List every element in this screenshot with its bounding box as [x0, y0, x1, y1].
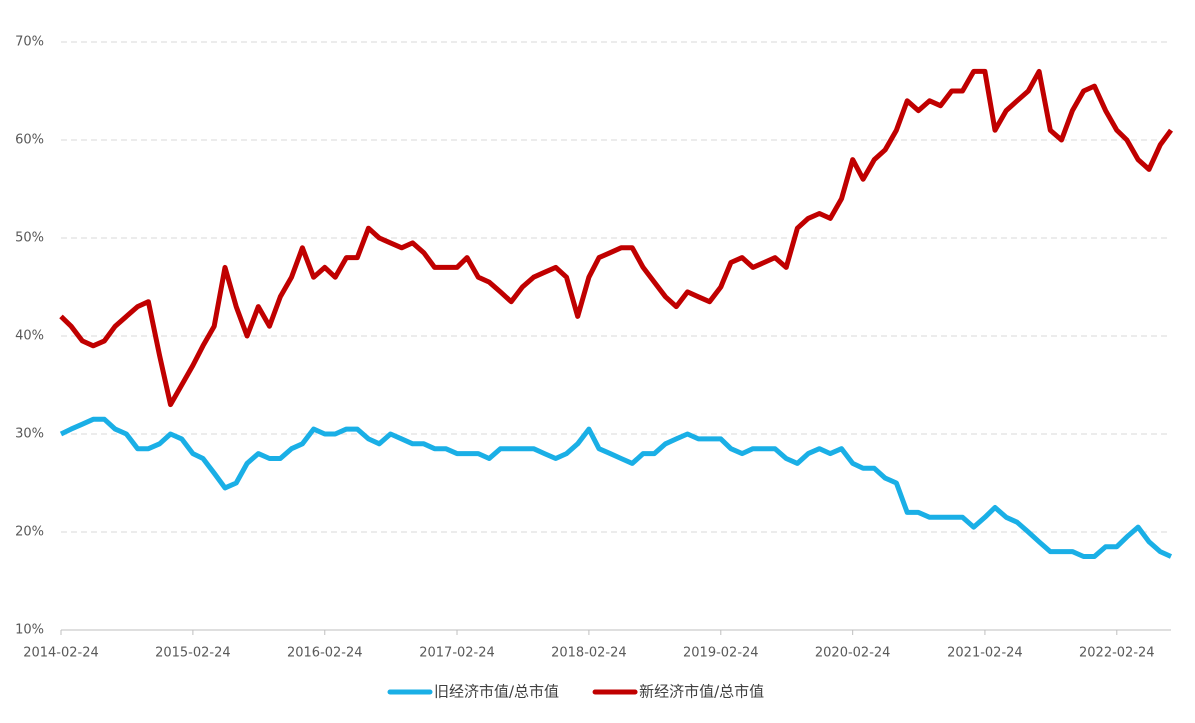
- y-tick-label: 50%: [15, 231, 44, 246]
- x-tick-label: 2014-02-24: [23, 646, 99, 661]
- x-tick-label: 2015-02-24: [155, 646, 231, 661]
- y-tick-label: 30%: [15, 427, 44, 442]
- series-line: [59, 68, 1174, 408]
- legend-label: 旧经济市值/总市值: [434, 683, 559, 701]
- x-tick-label: 2019-02-24: [683, 646, 759, 661]
- legend-label: 新经济市值/总市值: [639, 683, 764, 701]
- x-tick-label: 2022-02-24: [1079, 646, 1155, 661]
- x-tick-label: 2016-02-24: [287, 646, 363, 661]
- y-tick-label: 60%: [15, 133, 44, 148]
- x-tick-label: 2021-02-24: [947, 646, 1023, 661]
- x-tick-label: 2018-02-24: [551, 646, 627, 661]
- y-tick-label: 20%: [15, 525, 44, 540]
- series-line: [59, 416, 1173, 559]
- y-tick-label: 40%: [15, 329, 44, 344]
- x-tick-label: 2020-02-24: [815, 646, 891, 661]
- x-tick-label: 2017-02-24: [419, 646, 495, 661]
- y-tick-label: 10%: [15, 623, 44, 638]
- y-tick-label: 70%: [15, 35, 44, 50]
